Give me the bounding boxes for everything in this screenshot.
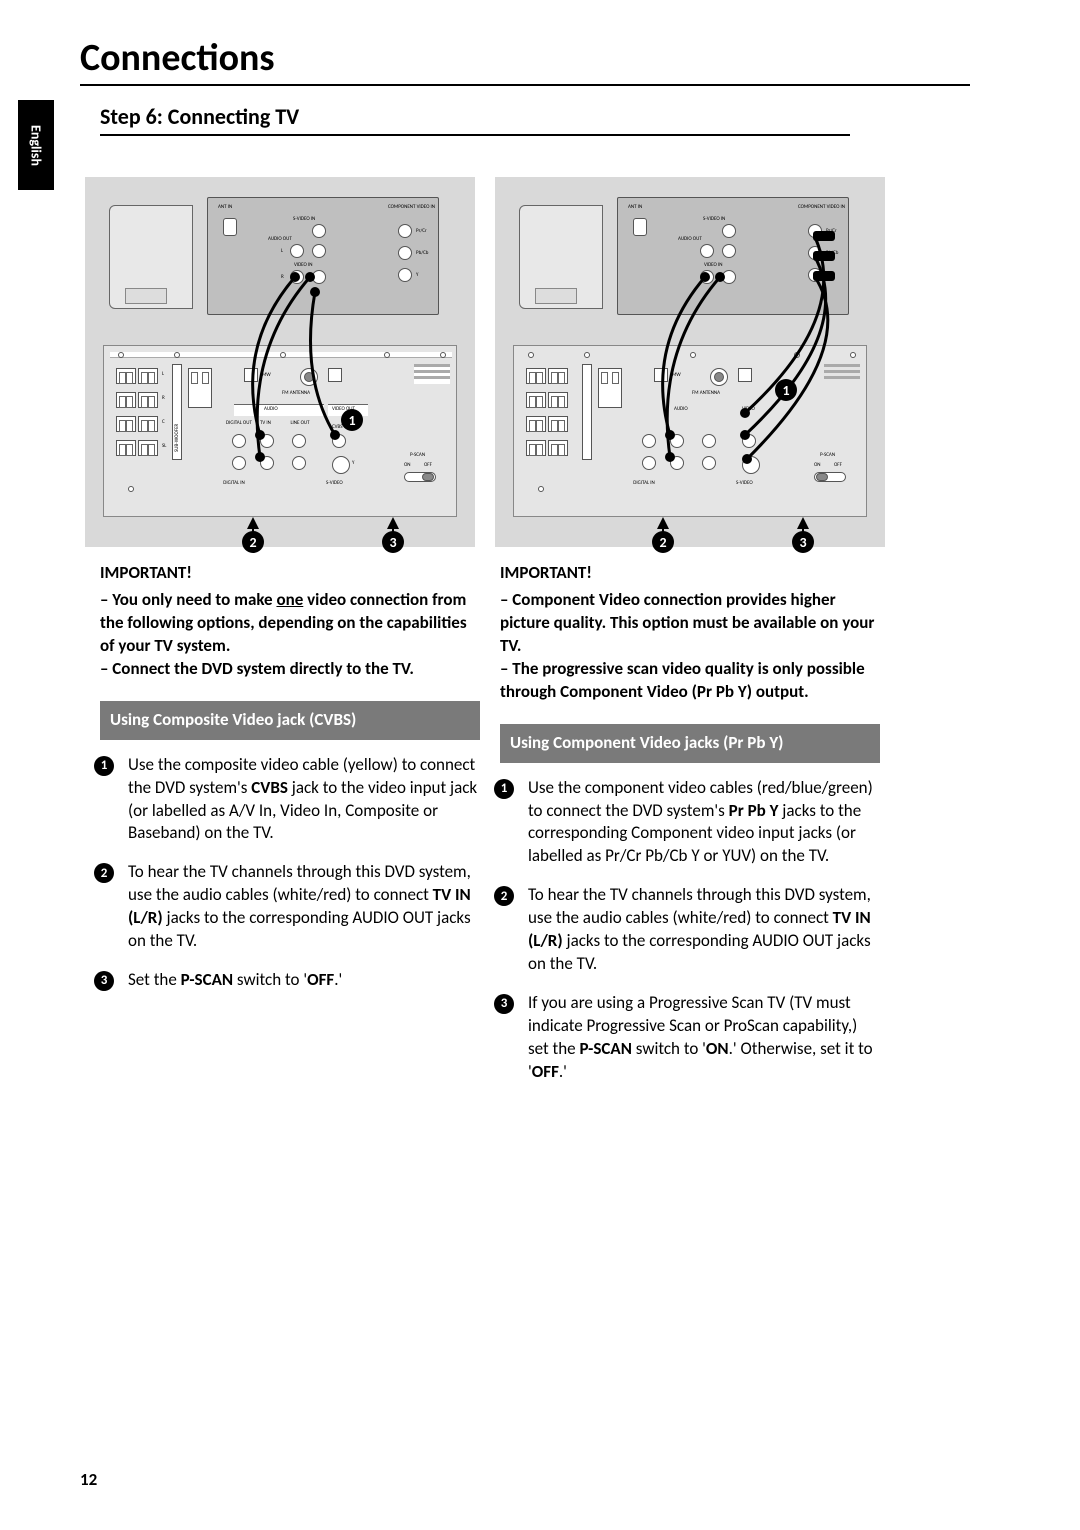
important-text: – Component Video connection provides hi…: [500, 589, 880, 704]
step-1: 1 Use the component video cables (red/bl…: [500, 777, 880, 869]
section-bar-cvbs: Using Composite Video jack (CVBS): [100, 701, 480, 740]
svideo-in-label: S-VIDEO IN: [293, 216, 315, 222]
step-num-2: 2: [494, 886, 514, 906]
step-num-1: 1: [494, 779, 514, 799]
pbcb-label: Pb/Cb: [416, 250, 428, 256]
step-1: 1 Use the composite video cable (yellow)…: [100, 754, 480, 846]
diagram-cvbs: ANT IN COMPONENT VIDEO IN S-VIDEO IN AUD…: [85, 177, 475, 547]
step-num-3: 3: [94, 971, 114, 991]
callout-1: 1: [775, 379, 797, 401]
left-column: IMPORTANT! – You only need to make one v…: [100, 562, 480, 1008]
dvd-back-panel: MW FM ANTENNA AUDIO VIDEO DIGITAL IN S-V…: [513, 345, 867, 517]
step-3: 3 Set the P-SCAN switch to 'OFF.': [100, 969, 480, 992]
video-in-label: VIDEO IN: [294, 262, 312, 268]
callout-2: 2: [242, 531, 264, 553]
step-num-2: 2: [94, 863, 114, 883]
dvd-back-panel: L R C SL SUB-WOOFER MW FM ANTENNA AUDIO …: [103, 345, 457, 517]
step-num-1: 1: [94, 756, 114, 776]
callout-3: 3: [792, 531, 814, 553]
language-tab: English: [18, 100, 54, 190]
important-heading: IMPORTANT!: [100, 562, 480, 585]
step-num-3: 3: [494, 994, 514, 1014]
step-2: 2 To hear the TV channels through this D…: [100, 861, 480, 953]
step-heading: Step 6: Connecting TV: [100, 103, 299, 130]
tv-monitor-icon: [109, 205, 193, 309]
page-title: Connections: [80, 35, 275, 81]
prcr-label: Pr/Cr: [416, 228, 427, 234]
step-2: 2 To hear the TV channels through this D…: [500, 884, 880, 976]
step-rule: [100, 134, 850, 136]
diagram-component: ANT IN COMPONENT VIDEO IN S-VIDEO IN AUD…: [495, 177, 885, 547]
tv-back-panel: ANT IN COMPONENT VIDEO IN S-VIDEO IN AUD…: [207, 197, 439, 315]
callout-2: 2: [652, 531, 674, 553]
tv-back-panel: ANT IN COMPONENT VIDEO IN S-VIDEO IN AUD…: [617, 197, 849, 315]
tv-monitor-icon: [519, 205, 603, 309]
page-number: 12: [80, 1469, 97, 1490]
important-heading: IMPORTANT!: [500, 562, 880, 585]
right-column: IMPORTANT! – Component Video connection …: [500, 562, 880, 1100]
callout-1: 1: [341, 409, 363, 431]
section-bar-component: Using Component Video jacks (Pr Pb Y): [500, 724, 880, 763]
ant-in-label: ANT IN: [218, 204, 232, 210]
callout-3: 3: [382, 531, 404, 553]
step-3: 3 If you are using a Progressive Scan TV…: [500, 992, 880, 1084]
title-rule: [80, 84, 970, 86]
y-label: Y: [416, 272, 418, 278]
audio-out-label: AUDIO OUT: [268, 236, 292, 242]
important-text: – You only need to make one video connec…: [100, 589, 480, 681]
component-label: COMPONENT VIDEO IN: [388, 204, 435, 210]
